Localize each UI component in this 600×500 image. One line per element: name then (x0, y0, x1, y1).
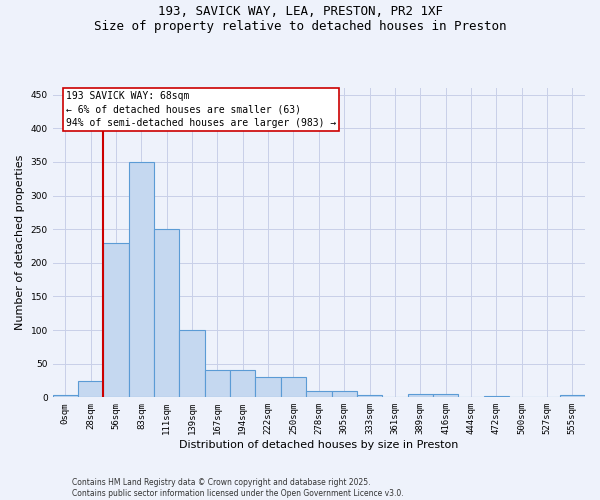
Bar (103, 242, 129, 398)
Bar (484, 396, 509, 398)
Bar (78, 380, 103, 398)
Text: 193 SAVICK WAY: 68sqm
← 6% of detached houses are smaller (63)
94% of semi-detac: 193 SAVICK WAY: 68sqm ← 6% of detached h… (66, 92, 336, 128)
Bar (281, 377, 306, 398)
Bar (230, 370, 256, 398)
Bar (179, 330, 205, 398)
Bar (154, 229, 179, 398)
Bar (407, 394, 433, 398)
Bar (256, 377, 281, 398)
Text: 193, SAVICK WAY, LEA, PRESTON, PR2 1XF
Size of property relative to detached hou: 193, SAVICK WAY, LEA, PRESTON, PR2 1XF S… (94, 5, 506, 33)
Bar (129, 162, 154, 398)
Bar (357, 396, 382, 398)
Bar (332, 390, 357, 398)
Bar (53, 396, 78, 398)
Y-axis label: Number of detached properties: Number of detached properties (15, 155, 25, 330)
Bar (205, 370, 230, 398)
Bar (433, 394, 458, 398)
Bar (560, 396, 585, 398)
X-axis label: Distribution of detached houses by size in Preston: Distribution of detached houses by size … (179, 440, 458, 450)
Bar (306, 390, 332, 398)
Text: Contains HM Land Registry data © Crown copyright and database right 2025.
Contai: Contains HM Land Registry data © Crown c… (72, 478, 404, 498)
